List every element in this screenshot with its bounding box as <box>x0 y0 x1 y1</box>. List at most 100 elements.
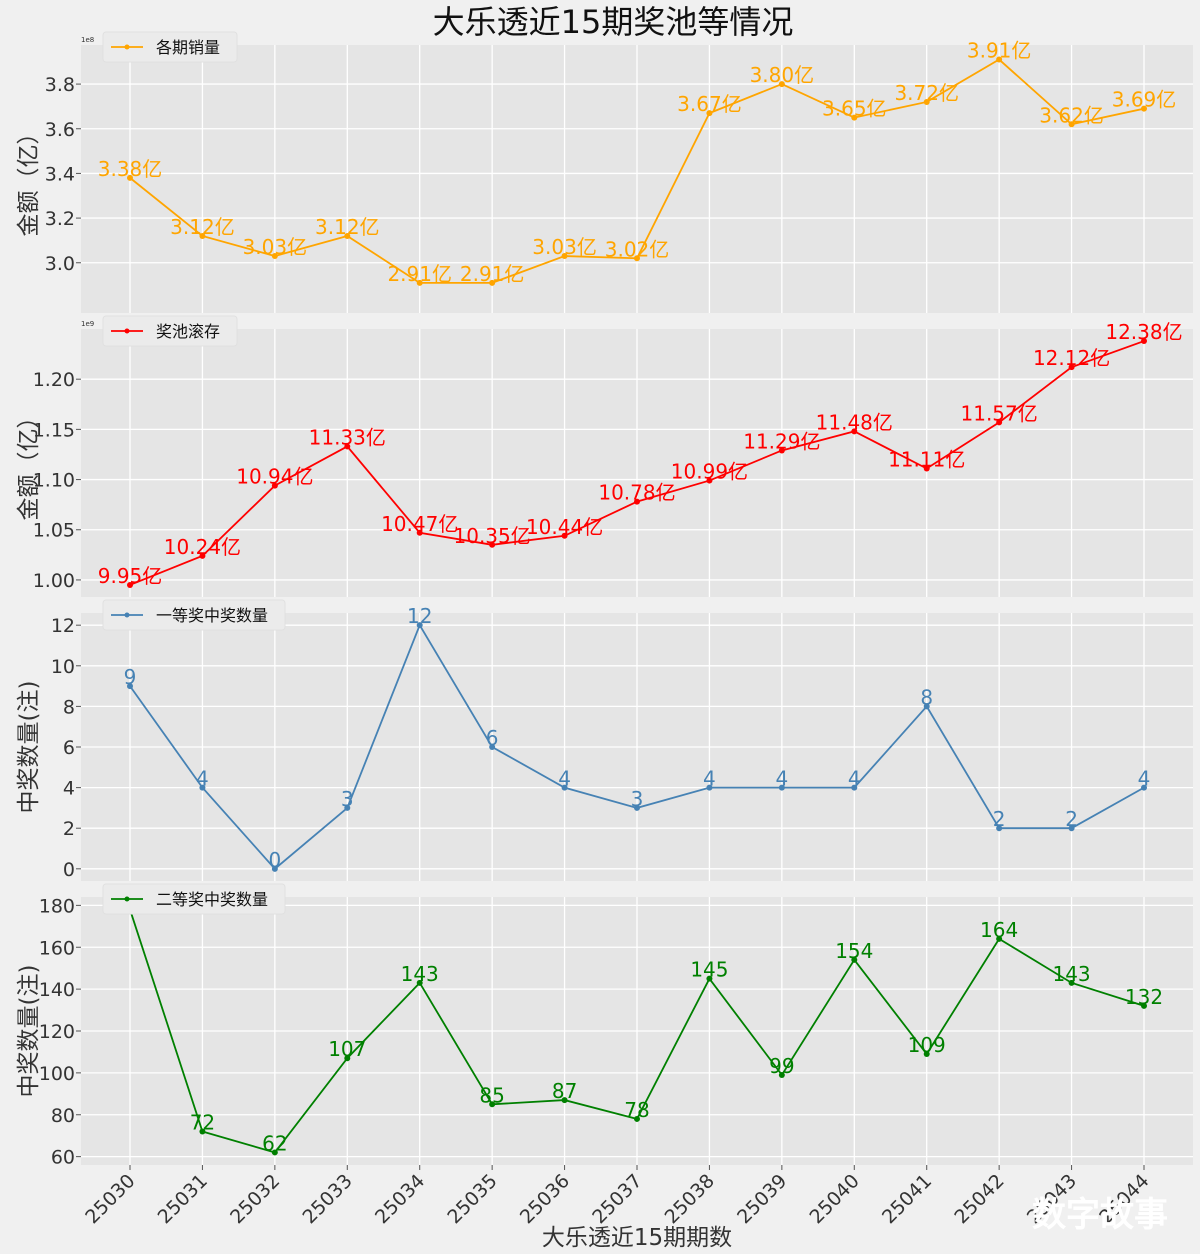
data-label: 2 <box>1065 807 1078 831</box>
data-label: 9.95亿 <box>98 564 163 588</box>
data-point <box>634 255 640 262</box>
legend-box <box>102 599 286 631</box>
y-axis-label: 中奖数量(注) <box>16 681 42 814</box>
data-label: 11.29亿 <box>743 429 820 453</box>
data-point <box>489 744 496 750</box>
legend: 各期销量 <box>102 31 238 63</box>
data-label: 4 <box>703 767 716 791</box>
data-label: 3.80亿 <box>750 63 815 87</box>
data-point <box>996 935 1003 942</box>
data-label: 3 <box>631 787 644 811</box>
legend: 一等奖中奖数量 <box>102 599 286 631</box>
y-tick-label: 140 <box>39 979 75 1001</box>
data-point <box>271 482 278 489</box>
data-label: 109 <box>908 1033 946 1057</box>
data-point <box>344 1055 351 1062</box>
data-point <box>634 498 640 505</box>
data-label: 3.02亿 <box>605 237 670 261</box>
y-tick-label: 80 <box>51 1105 75 1127</box>
data-label: 12.12亿 <box>1033 346 1110 370</box>
data-label: 164 <box>980 918 1018 942</box>
data-label: 154 <box>835 939 873 963</box>
chart-panel-3: 0 2 4 6 8 10 12 中奖数量(注) 9 4 0 3 12 6 4 3 4 4 4 8 2 2 4 一等奖中奖数量 <box>16 599 1193 881</box>
legend-label: 二等奖中奖数量 <box>156 890 268 909</box>
y-tick-label: 0 <box>63 859 75 881</box>
data-label: 9 <box>124 665 137 689</box>
data-point <box>489 279 496 286</box>
data-label: 11.11亿 <box>888 448 965 472</box>
data-label: 3.38亿 <box>98 157 163 181</box>
data-point <box>561 1097 568 1104</box>
data-point <box>199 232 206 239</box>
legend: 奖池滚存 <box>102 315 238 347</box>
legend-marker <box>124 328 130 334</box>
watermark: 数字故事 <box>1032 1195 1168 1235</box>
data-label: 132 <box>1125 985 1163 1009</box>
data-point <box>344 232 351 239</box>
data-point <box>1141 784 1147 791</box>
data-label: 10.44亿 <box>526 515 603 539</box>
data-label: 143 <box>1052 962 1090 986</box>
data-label: 10.24亿 <box>164 535 241 559</box>
y-offset-text: 1e9 <box>81 320 94 328</box>
data-label: 11.48亿 <box>816 410 893 434</box>
data-point <box>923 465 930 472</box>
data-label: 3.12亿 <box>170 215 235 239</box>
data-label: 85 <box>479 1083 504 1107</box>
data-point <box>1068 979 1075 986</box>
data-label: 4 <box>1138 767 1151 791</box>
data-label: 143 <box>401 962 439 986</box>
y-tick-label: 10 <box>51 656 75 678</box>
data-point <box>489 1101 496 1108</box>
data-label: 3.69亿 <box>1112 88 1177 112</box>
chart-panel-4: 6080100120140160180中奖数量(注)17872621071438… <box>16 883 1193 1169</box>
data-point <box>199 552 206 559</box>
data-label: 3.67亿 <box>677 92 742 116</box>
data-label: 99 <box>769 1054 794 1078</box>
data-point <box>416 622 423 629</box>
data-label: 6 <box>486 726 499 750</box>
data-label: 10.47亿 <box>381 512 458 536</box>
data-label: 10.78亿 <box>598 481 675 505</box>
data-label: 2.91亿 <box>387 262 452 286</box>
legend-box <box>102 883 286 915</box>
data-label: 8 <box>920 685 933 709</box>
data-point <box>634 1115 640 1122</box>
data-label: 2 <box>993 807 1006 831</box>
y-tick-label: 1.10 <box>33 470 75 492</box>
data-point <box>1068 121 1075 128</box>
y-tick-label: 1.20 <box>33 369 75 391</box>
data-point <box>851 956 858 963</box>
data-label: 11.57亿 <box>961 401 1038 425</box>
data-point <box>127 581 133 588</box>
data-point <box>1141 105 1147 112</box>
data-label: 4 <box>848 767 861 791</box>
data-point <box>923 1051 930 1058</box>
data-label: 10.99亿 <box>671 460 748 484</box>
data-point <box>416 979 423 986</box>
y-tick-label: 180 <box>39 895 75 917</box>
data-point <box>851 114 858 121</box>
data-label: 12.38亿 <box>1105 320 1182 344</box>
legend-label: 各期销量 <box>156 38 220 57</box>
data-label: 0 <box>268 848 281 872</box>
data-label: 72 <box>190 1111 215 1135</box>
y-tick-label: 160 <box>39 937 75 959</box>
data-point <box>199 1128 206 1135</box>
data-label: 4 <box>196 767 209 791</box>
y-tick-label: 1.15 <box>33 419 75 441</box>
data-point <box>923 703 930 710</box>
data-point <box>996 825 1003 832</box>
data-point <box>706 784 713 791</box>
y-axis-label: 中奖数量(注) <box>16 965 42 1098</box>
data-label: 4 <box>775 767 788 791</box>
data-point <box>706 975 713 982</box>
data-point <box>344 804 351 811</box>
data-label: 10.35亿 <box>454 524 531 548</box>
data-label: 3.12亿 <box>315 215 380 239</box>
data-point <box>634 804 640 811</box>
legend-label: 一等奖中奖数量 <box>156 606 268 625</box>
data-label: 3.03亿 <box>243 235 308 259</box>
